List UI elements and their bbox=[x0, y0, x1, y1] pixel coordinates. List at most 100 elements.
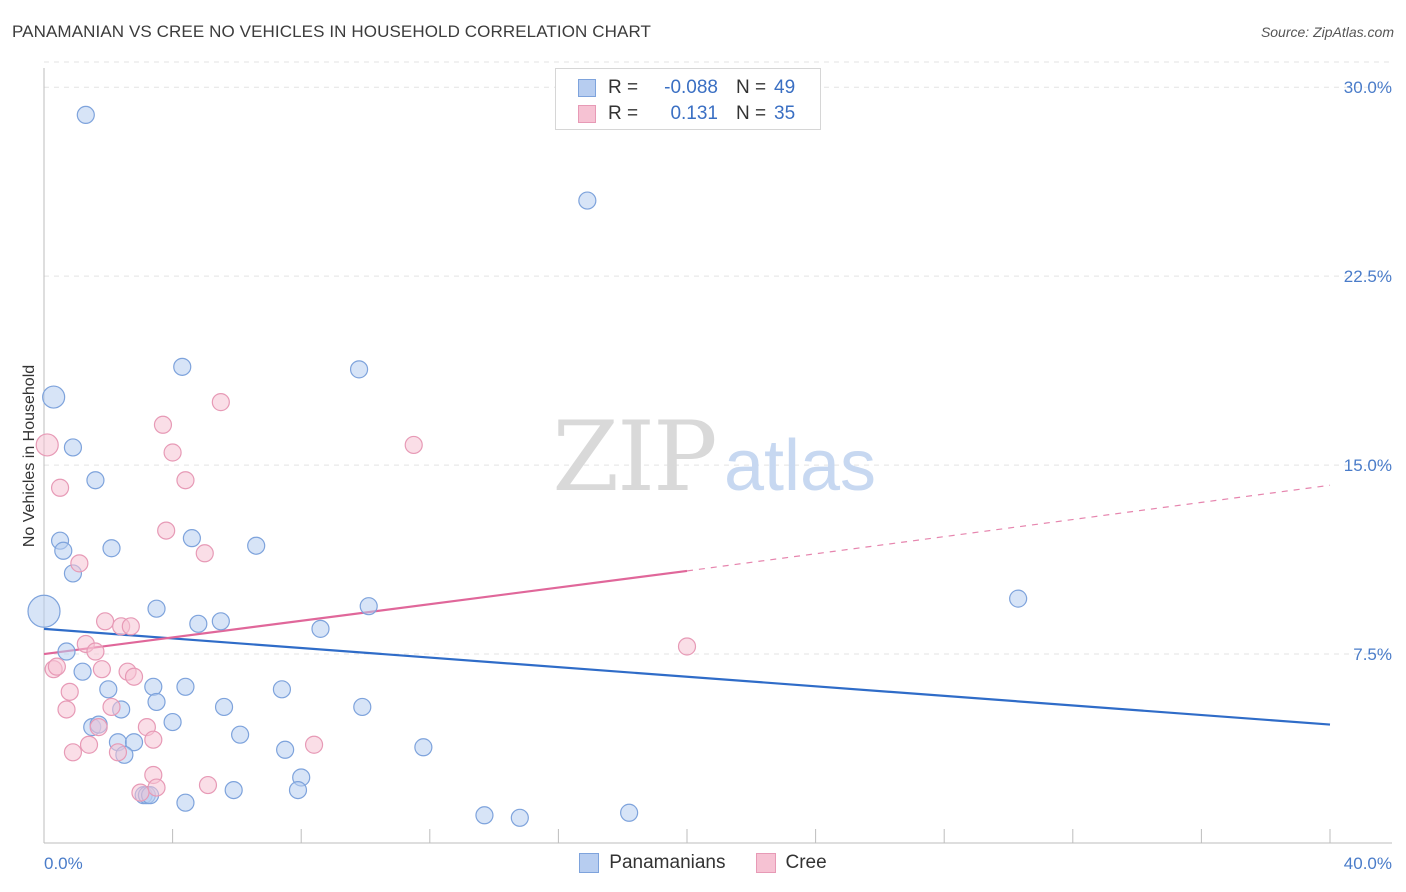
legend-item-panamanians[interactable]: Panamanians bbox=[579, 852, 726, 874]
legend-swatch-pink bbox=[578, 105, 596, 123]
panamanian-point bbox=[73, 662, 92, 681]
cree-point bbox=[144, 730, 163, 749]
cree-point bbox=[153, 415, 173, 434]
watermark: ZIP atlas bbox=[552, 401, 876, 513]
cree-point bbox=[95, 612, 115, 631]
panamanian-point bbox=[99, 680, 118, 699]
panamanian-trend-line bbox=[43, 627, 1331, 726]
correlation-legend: R = -0.088 N = 49 R = 0.131 N = 35 bbox=[555, 68, 821, 130]
panamanian-point bbox=[349, 360, 369, 379]
panamanian-point bbox=[578, 191, 597, 210]
cree-point bbox=[404, 435, 423, 455]
data-points bbox=[27, 105, 1028, 827]
panamanian-point bbox=[147, 692, 166, 712]
n-value: 35 bbox=[774, 103, 796, 124]
panamanian-point bbox=[211, 612, 230, 631]
panamanian-point bbox=[102, 539, 121, 558]
cree-point bbox=[677, 637, 697, 656]
cree-point bbox=[121, 617, 140, 636]
cree-point bbox=[211, 393, 230, 412]
panamanian-point bbox=[182, 529, 201, 548]
panamanian-point bbox=[54, 541, 73, 560]
panamanian-point bbox=[147, 599, 166, 618]
legend-swatch-blue bbox=[579, 853, 600, 873]
cree-point bbox=[60, 682, 79, 701]
cree-point bbox=[63, 743, 83, 762]
legend-swatch-blue bbox=[578, 79, 596, 97]
grid-lines bbox=[44, 61, 1392, 655]
panamanian-point bbox=[176, 677, 195, 696]
panamanian-point bbox=[86, 471, 105, 490]
panamanian-point bbox=[163, 712, 182, 732]
watermark-atlas: atlas bbox=[724, 426, 876, 506]
panamanian-point bbox=[247, 536, 266, 555]
panamanian-point bbox=[63, 438, 83, 457]
r-value: -0.088 bbox=[664, 77, 718, 98]
panamanian-point bbox=[414, 738, 433, 757]
n-label: N = bbox=[736, 103, 767, 124]
cree-point bbox=[147, 778, 166, 797]
tick-labels: 7.5% 15.0% 22.5% 30.0% 0.0% 40.0% bbox=[44, 78, 1392, 873]
cree-point bbox=[70, 554, 89, 573]
cree-point bbox=[163, 443, 182, 462]
cree-point bbox=[50, 478, 70, 497]
panamanian-point bbox=[214, 697, 234, 717]
cree-point bbox=[35, 433, 59, 457]
panamanian-point bbox=[57, 642, 76, 661]
cree-point bbox=[47, 657, 66, 676]
panamanian-point bbox=[42, 385, 66, 409]
panamanian-point bbox=[76, 105, 95, 125]
panamanian-point bbox=[189, 614, 208, 633]
panamanian-point bbox=[124, 733, 144, 752]
panamanian-point bbox=[288, 780, 308, 800]
r-label: R = bbox=[608, 77, 639, 98]
cree-point bbox=[198, 775, 218, 795]
panamanian-point bbox=[1009, 589, 1028, 608]
watermark-zip: ZIP bbox=[552, 401, 715, 513]
legend-row-panamanians: R = -0.088 N = 49 bbox=[578, 77, 795, 99]
series-legend: Panamanians Cree bbox=[0, 852, 1406, 874]
x-tick-label: 40.0% bbox=[1344, 854, 1392, 873]
panamanian-point bbox=[27, 594, 61, 628]
cree-point bbox=[92, 660, 111, 679]
r-value: 0.131 bbox=[670, 103, 718, 124]
legend-label: Cree bbox=[785, 852, 827, 873]
panamanian-point bbox=[176, 793, 195, 812]
panamanian-point bbox=[272, 680, 292, 699]
cree-point bbox=[304, 735, 324, 754]
x-tick-label: 0.0% bbox=[44, 854, 83, 873]
cree-point bbox=[79, 735, 99, 754]
panamanian-point bbox=[359, 597, 378, 616]
legend-item-cree[interactable]: Cree bbox=[755, 852, 827, 874]
panamanian-point bbox=[224, 780, 243, 800]
axes bbox=[43, 68, 1392, 844]
trend-lines bbox=[43, 484, 1331, 726]
y-tick-label: 7.5% bbox=[1353, 645, 1392, 664]
cree-point bbox=[131, 783, 150, 802]
panamanian-point bbox=[620, 803, 639, 822]
cree-point bbox=[108, 743, 128, 762]
cree-point bbox=[86, 642, 105, 661]
legend-label: Panamanians bbox=[609, 852, 726, 873]
cree-point bbox=[176, 471, 195, 490]
panamanian-point bbox=[144, 677, 163, 696]
y-tick-label: 30.0% bbox=[1344, 78, 1392, 97]
y-tick-label: 15.0% bbox=[1344, 456, 1392, 475]
cree-point bbox=[57, 700, 76, 719]
cree-point bbox=[124, 667, 144, 686]
cree-point bbox=[157, 521, 176, 540]
y-tick-label: 22.5% bbox=[1344, 267, 1392, 286]
panamanian-point bbox=[510, 808, 529, 827]
r-label: R = bbox=[608, 103, 639, 124]
legend-row-cree: R = 0.131 N = 35 bbox=[578, 103, 795, 125]
chart-title: PANAMANIAN VS CREE NO VEHICLES IN HOUSEH… bbox=[12, 22, 651, 41]
panamanian-point bbox=[231, 725, 250, 744]
legend-swatch-pink bbox=[755, 853, 776, 873]
cree-trend-extension bbox=[686, 484, 1331, 572]
n-value: 49 bbox=[774, 77, 796, 98]
panamanian-point bbox=[311, 619, 330, 638]
cree-point bbox=[195, 544, 214, 563]
panamanian-point bbox=[173, 357, 192, 376]
panamanian-point bbox=[353, 697, 372, 717]
